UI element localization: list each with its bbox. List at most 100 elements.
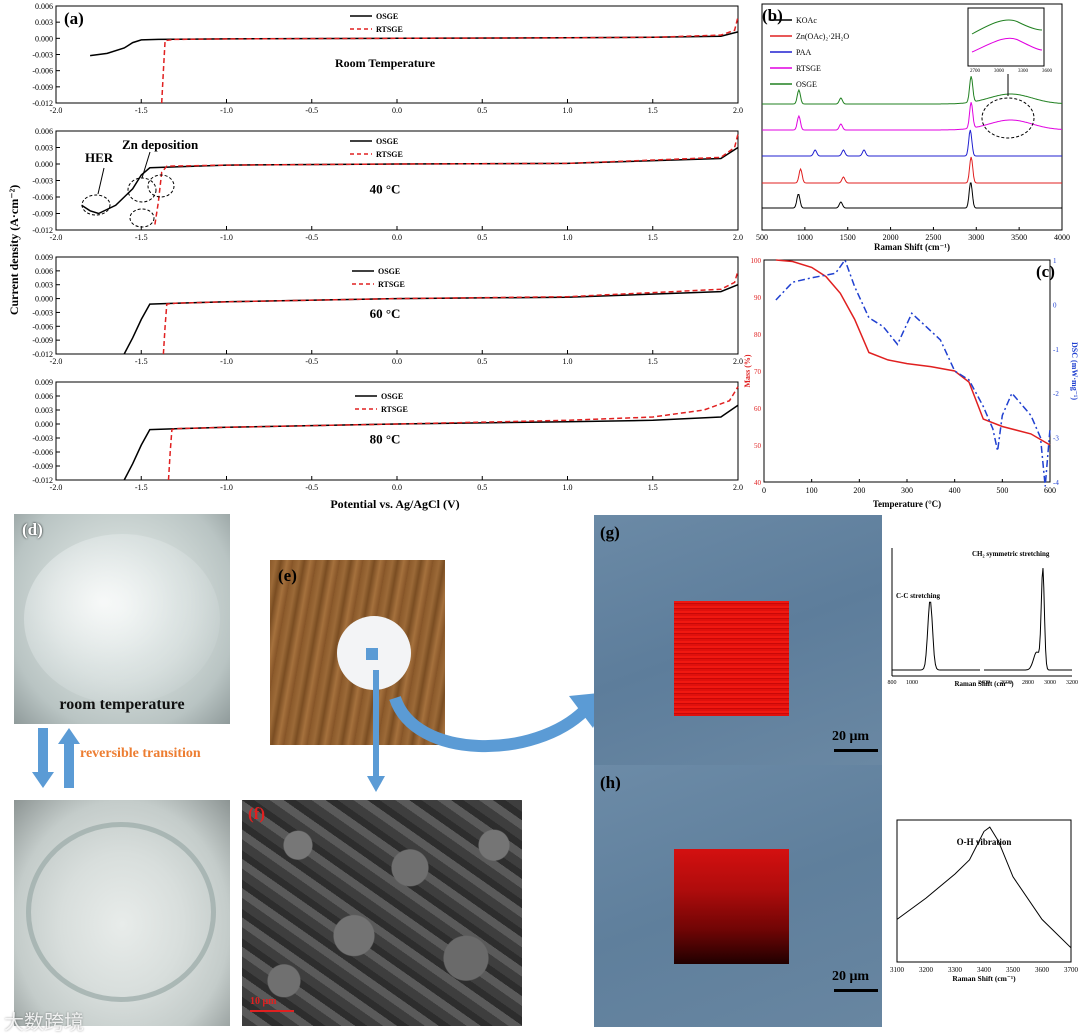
y-tick-label: 0.003 <box>35 18 53 27</box>
inset-osge <box>971 19 1043 35</box>
gel-surface <box>24 534 220 704</box>
annotation-zn-text: Zn deposition <box>122 137 199 152</box>
left-tick-label: 100 <box>751 257 762 265</box>
right-tick-label: -2 <box>1053 390 1059 398</box>
legend-label: OSGE <box>378 267 400 276</box>
y-tick-label: -0.003 <box>32 308 53 317</box>
y-tick-label: 0.009 <box>35 253 53 262</box>
map-h-scale-bar <box>834 989 878 992</box>
y-tick-label: 0.000 <box>35 160 53 169</box>
x-tick-label: 0 <box>762 486 766 495</box>
raman-map-region-oh <box>674 849 789 964</box>
x-tick-label: 2600 <box>1000 680 1012 686</box>
x-tick-label: 3300 <box>948 966 963 974</box>
highlight-circle <box>81 194 111 216</box>
inset-tick: 3300 <box>1018 69 1029 74</box>
x-tick-label: 2000 <box>883 233 899 242</box>
arrow-to-sem-icon <box>367 670 385 792</box>
x-tick-label: 1500 <box>840 233 856 242</box>
x-tick-label: 0.0 <box>392 357 402 366</box>
panel-label-e: (e) <box>278 566 297 585</box>
y-tick-label: -0.009 <box>32 210 53 219</box>
x-tick-label: -1.0 <box>220 106 233 115</box>
mass-curve <box>775 259 1051 446</box>
x-tick-label: 1.0 <box>563 357 573 366</box>
cv-subplot-title: 40 °C <box>370 181 401 196</box>
x-tick-label: 400 <box>949 486 961 495</box>
x-tick-label: 500 <box>996 486 1008 495</box>
right-tick-label: 0 <box>1053 301 1057 309</box>
x-tick-label: 1000 <box>906 680 918 686</box>
x-tick-label: 1.5 <box>648 483 658 492</box>
x-tick-label: 3700 <box>1064 966 1079 974</box>
panel-g-spectrum: 800 1000 2400 2600 2800 3000 3200 C-C stretchi… <box>888 548 1078 688</box>
annot-cc-stretching: C-C stretching <box>896 592 941 600</box>
annotation-zn-deposition: Zn deposition <box>122 137 198 153</box>
cv-series-rtsge <box>160 16 739 104</box>
left-tick-label: 80 <box>754 331 762 339</box>
raman-series <box>762 102 1062 131</box>
inset-rtsge <box>971 37 1043 53</box>
x-tick-label: 0.5 <box>477 106 487 115</box>
legend-label: Zn(OAc)₂·2H₂O <box>796 32 849 41</box>
x-tick-label: 600 <box>1044 486 1056 495</box>
x-tick-label: 2.0 <box>733 483 743 492</box>
x-tick-label: 800 <box>888 680 897 686</box>
x-tick-label: 2500 <box>925 233 941 242</box>
panel-b-raman: (b) 500 1000 1500 2000 2500 3000 3500 4000 KOAc Z… <box>756 3 1070 252</box>
x-tick-label: 3000 <box>1044 680 1056 686</box>
y-tick-label: 0.006 <box>35 392 53 401</box>
hspec-frame <box>896 819 1072 963</box>
y-tick-label: -0.006 <box>32 67 53 76</box>
legend-label: OSGE <box>796 80 817 89</box>
cv-series-osge <box>90 31 739 57</box>
x-tick-label: 1.0 <box>563 233 573 242</box>
x-tick-label: 1.0 <box>563 106 573 115</box>
x-tick-label: 0.5 <box>477 357 487 366</box>
cv-series-rtsge <box>167 386 739 481</box>
y-tick-label: -0.012 <box>32 476 53 485</box>
y-tick-label: -0.003 <box>32 177 53 186</box>
right-tick-label: 1 <box>1053 257 1057 265</box>
x-tick-label: 3500 <box>1006 966 1021 974</box>
x-tick-label: -1.0 <box>220 483 233 492</box>
x-tick-label: 4000 <box>1054 233 1070 242</box>
x-tick-label: 200 <box>853 486 865 495</box>
raman-map-region-ch2 <box>674 601 789 716</box>
panel-h-spectrum: 3100 3200 3300 3400 3500 3600 3700 O-H vibrati… <box>890 819 1079 983</box>
panel-label-a: (a) <box>64 9 84 28</box>
x-tick-label: 3200 <box>919 966 934 974</box>
dsc-curve <box>775 258 1051 487</box>
hspec-xlabel: Raman Shift (cm⁻¹) <box>952 974 1016 983</box>
x-tick-label: 1.0 <box>563 483 573 492</box>
x-tick-label: 3500 <box>1011 233 1027 242</box>
x-tick-label: 3400 <box>977 966 992 974</box>
panel-c-frame <box>763 259 1051 483</box>
raman-inset-frame <box>967 7 1045 67</box>
gspec-right <box>984 568 1072 671</box>
y-tick-label: -0.009 <box>32 83 53 92</box>
highlight-circle <box>129 208 155 228</box>
panel-c-right-label: DSC (mW·mg⁻¹) <box>1070 342 1079 400</box>
legend-label: PAA <box>796 48 811 57</box>
cv-subplot-title: Room Temperature <box>335 56 436 70</box>
right-tick-label: -4 <box>1053 479 1059 487</box>
highlight-circle <box>147 174 175 198</box>
gspec-left <box>892 601 980 671</box>
right-tick-label: -1 <box>1053 346 1059 354</box>
legend-label: RTSGE <box>381 405 408 414</box>
x-tick-label: 0.0 <box>392 233 402 242</box>
y-tick-label: 0.000 <box>35 34 53 43</box>
panel-d-photo-liquid <box>14 800 230 1026</box>
panel-a-cv-plots: (a) Current density (A·cm⁻²) Potential v… <box>7 2 743 511</box>
legend-label: RTSGE <box>376 25 403 34</box>
arrow-down-icon <box>32 728 54 788</box>
cv-series-rtsge <box>162 270 739 355</box>
left-tick-label: 60 <box>754 405 762 413</box>
selected-region-marker <box>366 648 378 660</box>
annot-ch2-stretching: CH₂ symmetric stretching <box>972 550 1050 558</box>
x-tick-label: -1.5 <box>135 233 148 242</box>
x-tick-label: 2.0 <box>733 233 743 242</box>
panel-d-photo-gel: (d) room temperature <box>14 514 230 724</box>
x-tick-label: -1.0 <box>220 233 233 242</box>
